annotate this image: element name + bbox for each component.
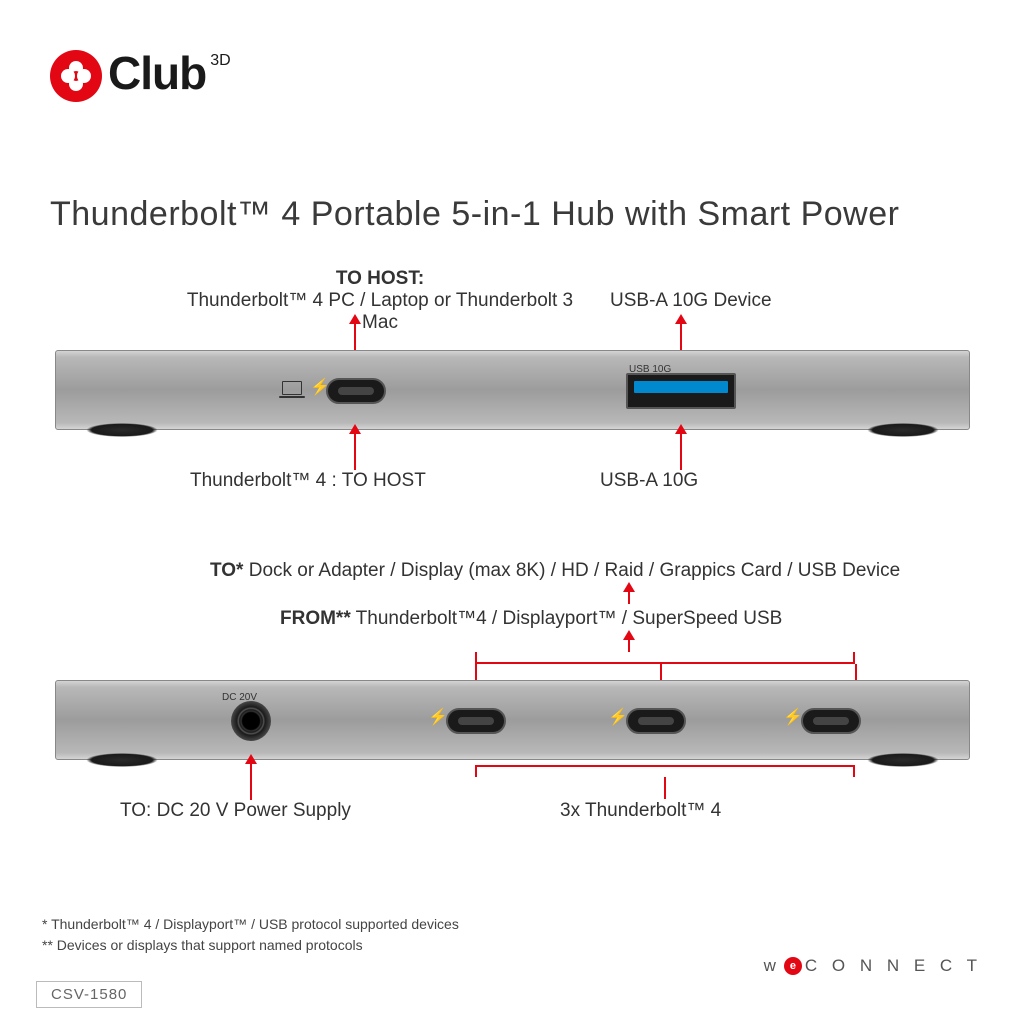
- bolt-icon-b: ⚡: [608, 707, 628, 727]
- host-annotation: TO HOST: Thunderbolt™ 4 PC / Laptop or T…: [170, 268, 590, 334]
- arrow-to-up: [628, 590, 630, 604]
- port-dc-jack: [231, 701, 271, 741]
- weconnect-text: C O N N E C T: [805, 956, 982, 976]
- arrow-dc-down: [250, 762, 252, 800]
- tb4-bracket: [475, 652, 855, 664]
- port-usba-label: USB-A 10G: [600, 470, 698, 492]
- arrow-tb4-group: [664, 777, 666, 799]
- from-prefix: FROM**: [280, 608, 351, 629]
- usba-device-annotation: USB-A 10G Device: [610, 290, 772, 312]
- footnotes: * Thunderbolt™ 4 / Displayport™ / USB pr…: [42, 914, 459, 956]
- page-title: Thunderbolt™ 4 Portable 5-in-1 Hub with …: [50, 195, 899, 234]
- to-prefix: TO*: [210, 560, 243, 581]
- weconnect-w: w: [764, 956, 781, 976]
- laptop-icon: [282, 381, 302, 395]
- arrow-usba-down: [680, 432, 682, 470]
- from-annotation: FROM** Thunderbolt™4 / Displayport™ / Su…: [280, 608, 782, 630]
- brand-logo: Club 3D: [50, 50, 231, 102]
- arrow-host-down: [354, 432, 356, 470]
- footnote-1: * Thunderbolt™ 4 / Displayport™ / USB pr…: [42, 914, 459, 935]
- logo-text: Club: [108, 50, 206, 96]
- bolt-icon-c: ⚡: [783, 707, 803, 727]
- model-number: CSV-1580: [36, 981, 142, 1008]
- clover-icon: [50, 50, 102, 102]
- to-text: Dock or Adapter / Display (max 8K) / HD …: [243, 560, 900, 581]
- tb4-bracket-lower: [475, 765, 855, 777]
- footnote-2: ** Devices or displays that support name…: [42, 935, 459, 956]
- arrow-from-up: [628, 638, 630, 652]
- hub-front-view: ⚡ USB 10G: [55, 350, 970, 430]
- port-tb4-b: [626, 708, 686, 734]
- weconnect-badge-icon: e: [784, 957, 802, 975]
- port-usb-a: [626, 373, 736, 409]
- bolt-icon-a: ⚡: [428, 707, 448, 727]
- port-tb4-label: Thunderbolt™ 4 : TO HOST: [190, 470, 426, 492]
- tb4-group-label: 3x Thunderbolt™ 4: [560, 800, 721, 822]
- port-tb4-a: [446, 708, 506, 734]
- port-thunderbolt-host: [326, 378, 386, 404]
- hub-rear-view: DC 20V ⚡ ⚡ ⚡: [55, 680, 970, 760]
- to-annotation: TO* Dock or Adapter / Display (max 8K) /…: [210, 560, 900, 582]
- from-text: Thunderbolt™4 / Displayport™ / SuperSpee…: [351, 608, 783, 629]
- host-label-text: Thunderbolt™ 4 PC / Laptop or Thunderbol…: [187, 290, 573, 333]
- logo-suffix: 3D: [210, 52, 230, 70]
- dc-label: TO: DC 20 V Power Supply: [120, 800, 351, 822]
- port-tb4-c: [801, 708, 861, 734]
- weconnect-tagline: w e C O N N E C T: [764, 956, 982, 976]
- host-label-bold: TO HOST:: [336, 268, 424, 289]
- port-usb-a-blue: [634, 381, 728, 393]
